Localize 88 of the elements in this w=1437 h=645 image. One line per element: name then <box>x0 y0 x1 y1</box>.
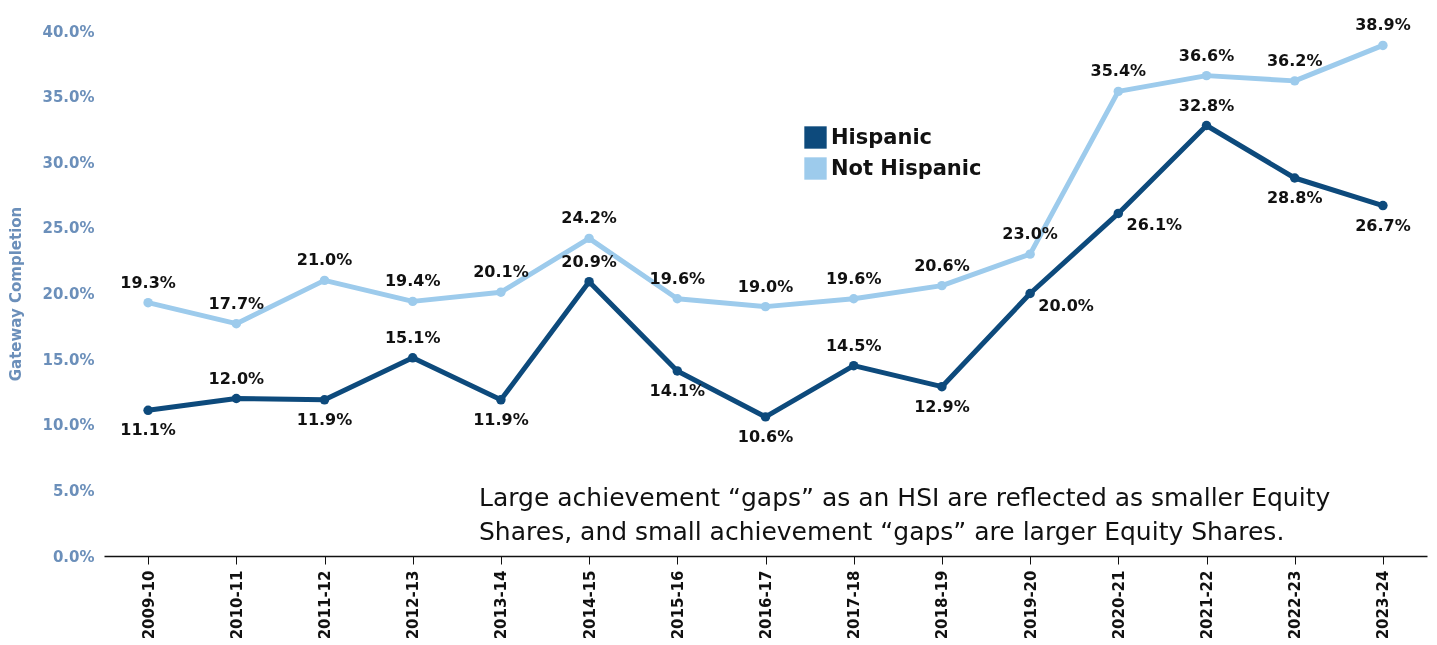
point <box>1201 70 1212 81</box>
data-label: 36.6% <box>1178 45 1235 65</box>
data-label: 17.7% <box>208 293 265 313</box>
point <box>1201 120 1212 131</box>
data-label: 15.1% <box>384 327 441 347</box>
point <box>760 301 771 312</box>
point <box>584 276 594 287</box>
data-label: 38.9% <box>1355 15 1411 35</box>
y-tick-label: 5.0% <box>52 481 95 500</box>
x-tick-label: 2015-16 <box>668 570 687 640</box>
data-label: 28.8% <box>1266 188 1323 207</box>
point <box>848 360 859 371</box>
data-label: 12.0% <box>208 368 265 388</box>
x-tick-label: 2022-23 <box>1286 570 1305 640</box>
data-label: 20.9% <box>561 251 617 271</box>
y-tick-label: 40.0% <box>42 22 95 41</box>
point <box>496 287 506 297</box>
data-label: 21.0% <box>296 250 353 270</box>
x-tick-label: 2014-15 <box>580 570 599 640</box>
point <box>937 381 947 392</box>
data-label: 20.0% <box>1038 295 1094 315</box>
point <box>1378 40 1388 51</box>
legend-label: Hispanic <box>831 124 933 149</box>
data-label: 19.6% <box>825 268 882 288</box>
point <box>1025 249 1035 259</box>
x-tick-label: 2019-20 <box>1021 570 1040 640</box>
point <box>407 296 418 307</box>
y-tick-label: 35.0% <box>42 88 95 107</box>
data-label: 11.1% <box>120 420 176 440</box>
x-tick-label: 2013-14 <box>492 570 511 640</box>
data-label: 23.0% <box>1002 224 1058 244</box>
data-label: 12.9% <box>914 396 970 416</box>
point <box>319 275 330 286</box>
data-label: 19.6% <box>649 268 706 288</box>
y-tick-label: 25.0% <box>42 219 95 238</box>
x-tick-label: 2010-11 <box>227 570 246 640</box>
x-tick-label: 2018-19 <box>933 570 952 640</box>
point <box>407 353 418 363</box>
data-label: 19.3% <box>120 272 176 292</box>
data-label: 26.7% <box>1355 215 1411 235</box>
point <box>1289 173 1300 183</box>
point <box>672 366 683 376</box>
x-tick-label: 2017-18 <box>845 570 864 640</box>
data-label: 11.9% <box>296 409 353 429</box>
point <box>319 395 330 405</box>
point <box>937 280 947 291</box>
data-label: 20.6% <box>914 255 970 275</box>
point <box>496 395 506 405</box>
y-tick-label: 0.0% <box>52 547 95 566</box>
point <box>848 294 859 304</box>
data-label: 35.4% <box>1090 61 1147 81</box>
point <box>760 412 771 422</box>
point <box>584 233 594 244</box>
point <box>1113 208 1124 219</box>
legend-label: Not Hispanic <box>831 155 982 180</box>
point <box>143 405 153 416</box>
data-label: 19.4% <box>384 271 441 291</box>
data-label: 26.1% <box>1126 215 1183 235</box>
y-axis-title: Gateway Completion <box>7 206 26 382</box>
data-label: 11.9% <box>473 409 529 429</box>
y-tick-label: 15.0% <box>42 350 95 369</box>
data-label: 19.0% <box>737 276 794 296</box>
data-label: 32.8% <box>1178 95 1235 115</box>
data-label: 10.6% <box>737 426 794 446</box>
point <box>1025 288 1035 299</box>
x-tick-label: 2023-24 <box>1374 570 1393 640</box>
point <box>231 318 242 329</box>
x-tick-label: 2016-17 <box>757 570 775 640</box>
x-tick-label: 2011-12 <box>316 570 334 640</box>
y-tick-label: 10.0% <box>42 416 95 435</box>
data-label: 36.2% <box>1266 50 1323 70</box>
point <box>143 297 153 308</box>
point <box>231 393 242 404</box>
point <box>672 294 683 304</box>
point <box>1378 200 1388 211</box>
x-tick-label: 2021-22 <box>1198 570 1216 640</box>
y-tick-label: 30.0% <box>42 153 95 172</box>
data-label: 24.2% <box>561 208 617 228</box>
point <box>1289 76 1300 86</box>
x-tick-label: 2020-21 <box>1109 570 1128 640</box>
data-label: 20.1% <box>473 262 529 282</box>
x-tick-label: 2009-10 <box>139 570 158 640</box>
point <box>1113 86 1124 97</box>
data-label: 14.1% <box>649 380 706 400</box>
data-label: 14.5% <box>825 335 882 355</box>
y-tick-label: 20.0% <box>42 285 95 303</box>
x-tick-label: 2012-13 <box>404 570 423 640</box>
annotation: Large achievement “gaps” as an HSI are reflected as smaller Equity Shares, and small achievement “gaps” are larger Equity Shares. <box>479 483 1331 546</box>
